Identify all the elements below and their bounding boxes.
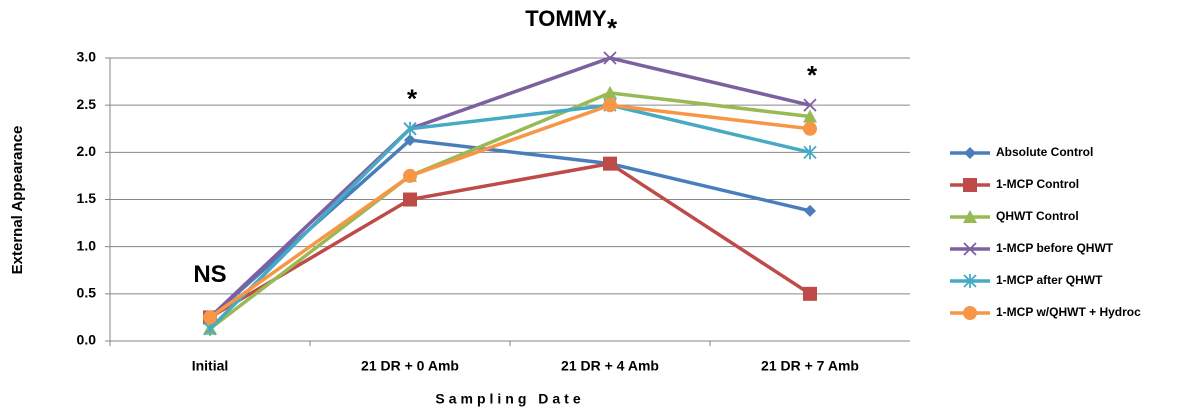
annotation: * [407,84,418,114]
y-axis-label: External Appearance [9,126,26,275]
x-tick-label: 21 DR + 7 Amb [761,358,859,374]
marker [403,192,417,207]
y-tick-label: 1.5 [77,190,97,206]
x-tick-label: Initial [192,358,229,374]
annotation: NS [193,261,226,288]
series-line [208,103,811,330]
legend-label: QHWT Control [996,209,1079,223]
marker [963,274,977,288]
series-line [209,161,811,319]
chart-title: TOMMY [525,6,607,31]
series-line [208,91,811,331]
marker [403,168,417,183]
marker [603,85,617,99]
marker [203,310,217,325]
marker [403,121,417,136]
series [203,156,817,325]
y-tick-label: 2.5 [77,96,97,112]
marker [963,306,977,320]
series [203,98,817,325]
y-tick-label: 1.0 [77,237,97,253]
legend-label: 1-MCP before QHWT [996,241,1114,255]
marker [964,147,976,159]
marker [603,98,617,113]
series-line [208,138,811,319]
marker [803,121,817,136]
marker [404,134,416,147]
x-tick-label: 21 DR + 0 Amb [361,358,459,374]
legend-label: Absolute Control [996,145,1093,159]
series [204,134,816,324]
legend-label: 1-MCP w/QHWT + Hydroc [996,305,1141,319]
marker [803,98,817,112]
marker [603,51,617,65]
annotation: * [607,13,618,43]
series [203,85,817,335]
x-axis-label: Sampling Date [435,391,584,407]
legend-label: 1-MCP after QHWT [996,273,1103,287]
series [203,51,817,325]
marker [804,204,816,217]
y-tick-label: 0.0 [77,332,97,348]
marker [963,210,977,223]
marker [603,156,617,171]
legend-label: 1-MCP Control [996,177,1079,191]
annotation: * [807,60,818,90]
marker [803,145,817,160]
marker [963,178,977,192]
y-tick-label: 2.0 [77,143,97,159]
marker [803,109,817,123]
series-line [208,56,811,319]
marker [963,242,977,256]
marker [803,286,817,301]
x-tick-label: 21 DR + 4 Amb [561,358,659,374]
y-tick-label: 3.0 [77,49,97,65]
y-tick-label: 0.5 [77,285,97,301]
series-line [208,103,811,319]
